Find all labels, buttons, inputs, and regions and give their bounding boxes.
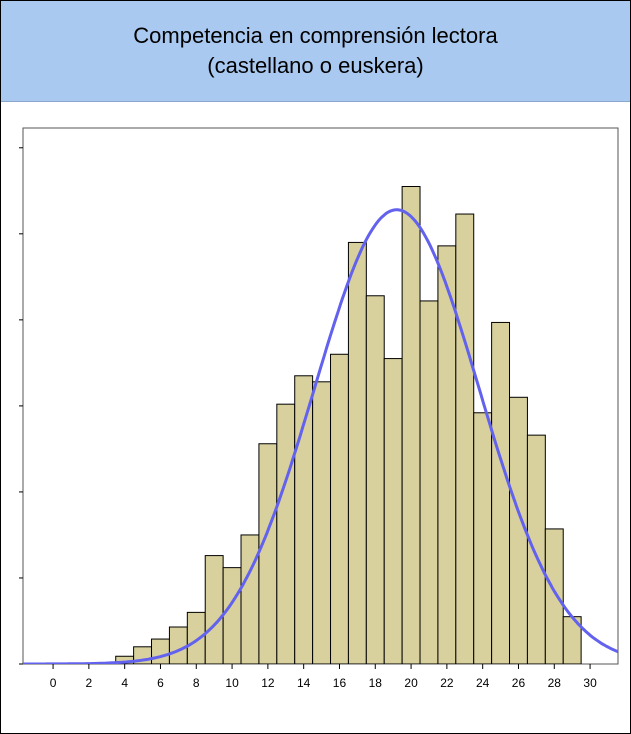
bar: [526, 434, 546, 664]
bar: [168, 626, 188, 664]
bar: [401, 186, 421, 664]
x-tick-label: 0: [50, 676, 57, 690]
bar: [330, 353, 349, 664]
bar: [544, 528, 564, 664]
bar: [365, 295, 385, 664]
bar: [383, 358, 403, 664]
x-tick-label: 20: [404, 676, 418, 690]
normal-curve: [23, 208, 618, 664]
bar: [240, 534, 260, 664]
bar: [473, 412, 493, 664]
bar: [347, 241, 367, 664]
x-tick-label: 26: [512, 676, 526, 690]
bar: [276, 403, 296, 664]
bar: [491, 321, 511, 664]
bar: [312, 381, 332, 664]
x-tick-label: 16: [333, 676, 347, 690]
x-tick-label: 6: [157, 676, 164, 690]
x-tick-label: 22: [440, 676, 454, 690]
x-tick-label: 24: [476, 676, 490, 690]
title-line: Competencia en comprensión lectora: [133, 23, 498, 48]
bar: [151, 638, 170, 664]
x-tick-label: 18: [369, 676, 383, 690]
bar: [186, 611, 206, 664]
x-tick-label: 2: [86, 676, 93, 690]
x-tick-label: 12: [261, 676, 275, 690]
x-tick-label: 14: [297, 676, 311, 690]
title-line: (castellano o euskera): [207, 53, 424, 78]
bar: [258, 443, 278, 664]
bar: [419, 300, 439, 664]
bar: [455, 213, 475, 664]
x-tick-label: 8: [193, 676, 200, 690]
x-tick-label: 30: [583, 676, 597, 690]
header: Competencia en comprensión lectora (cast…: [1, 1, 630, 102]
x-tick-label: 4: [121, 676, 128, 690]
bar: [204, 555, 224, 664]
x-tick-label: 10: [225, 676, 239, 690]
bar: [222, 567, 242, 664]
x-tick-label: 28: [548, 676, 562, 690]
